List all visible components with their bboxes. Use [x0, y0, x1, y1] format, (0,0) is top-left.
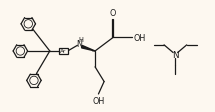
- Text: OH: OH: [92, 96, 104, 105]
- Text: N: N: [76, 40, 82, 49]
- Polygon shape: [81, 46, 95, 52]
- Text: ...: ...: [92, 47, 96, 52]
- FancyBboxPatch shape: [59, 48, 68, 55]
- Text: H: H: [78, 36, 83, 42]
- Text: O: O: [110, 9, 116, 18]
- Text: OH: OH: [134, 34, 146, 43]
- Text: N: N: [172, 51, 179, 60]
- Text: Ar: Ar: [60, 49, 67, 54]
